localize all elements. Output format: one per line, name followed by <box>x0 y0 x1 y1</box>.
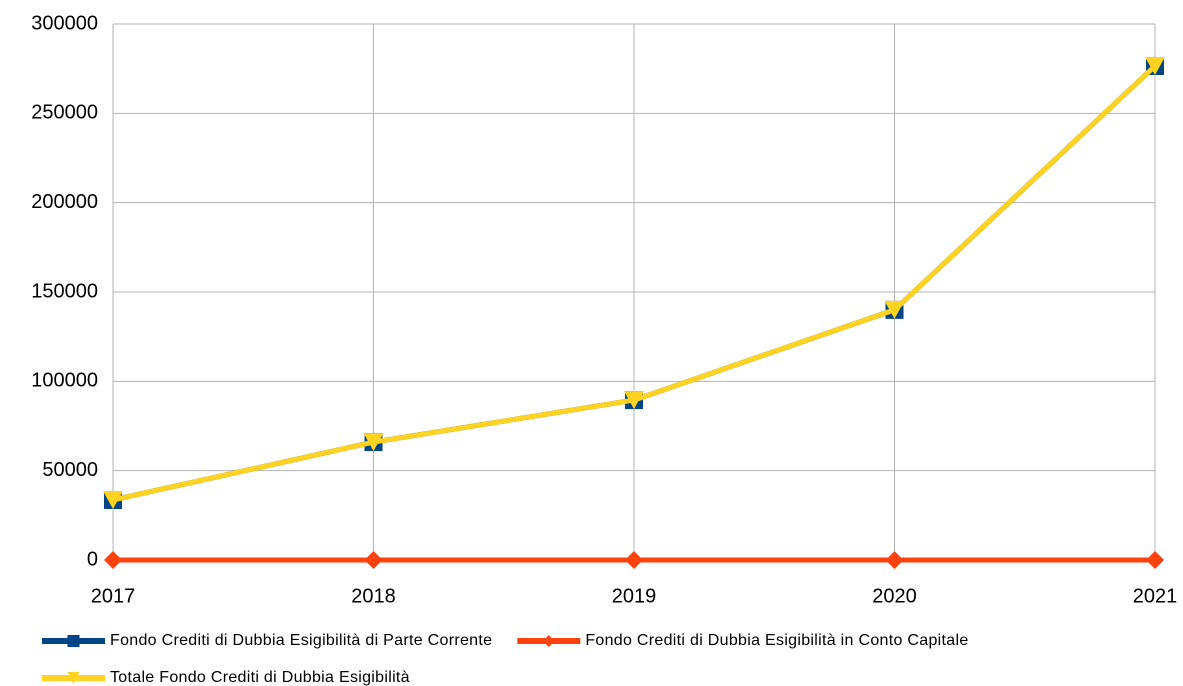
y-tick-label: 150000 <box>31 280 98 302</box>
legend-marker <box>67 635 80 647</box>
legend-label: Fondo Crediti di Dubbia Esigibilità in C… <box>585 632 968 649</box>
x-tick-label: 2017 <box>91 585 136 607</box>
legend-item: Fondo Crediti di Dubbia Esigibilità in C… <box>517 632 968 649</box>
y-tick-label: 100000 <box>31 370 98 392</box>
y-tick-label: 300000 <box>31 12 98 34</box>
marker <box>364 551 383 569</box>
marker <box>1145 56 1165 75</box>
x-tick-label: 2020 <box>872 585 917 607</box>
y-tick-label: 0 <box>87 548 98 570</box>
legend-marker <box>542 635 555 647</box>
marker <box>1146 551 1164 569</box>
x-tick-label: 2019 <box>612 585 657 607</box>
x-tick-label: 2018 <box>351 585 396 607</box>
marker <box>104 551 122 569</box>
y-tick-label: 200000 <box>31 191 98 213</box>
legend-item: Fondo Crediti di Dubbia Esigibilità di P… <box>42 632 492 649</box>
marker <box>625 551 643 569</box>
legend-marker <box>67 672 80 684</box>
marker <box>363 433 384 452</box>
marker <box>624 391 644 410</box>
y-tick-label: 50000 <box>42 459 98 481</box>
marker <box>103 490 123 509</box>
legend-item: Totale Fondo Crediti di Dubbia Esigibili… <box>42 669 410 686</box>
marker <box>884 300 905 319</box>
y-tick-label: 250000 <box>31 102 98 124</box>
marker <box>885 551 904 569</box>
legend-label: Totale Fondo Crediti di Dubbia Esigibili… <box>110 669 410 686</box>
x-tick-label: 2021 <box>1133 585 1178 607</box>
legend-label: Fondo Crediti di Dubbia Esigibilità di P… <box>110 632 492 649</box>
